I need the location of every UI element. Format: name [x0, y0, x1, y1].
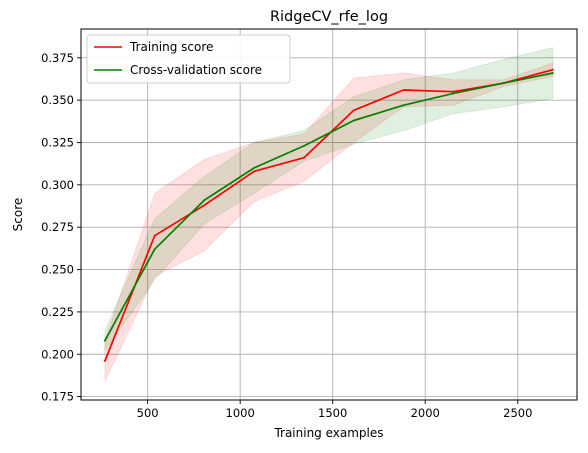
cross-validation-score-point [452, 92, 455, 95]
training-score-point [352, 109, 355, 112]
cross-validation-score-point [402, 104, 405, 107]
training-score-point [402, 89, 405, 91]
confidence-bands [104, 46, 554, 382]
grid [81, 29, 577, 400]
x-tick-label: 500 [137, 406, 159, 420]
cross-validation-score-point [153, 248, 156, 251]
cross-validation-score-line [104, 72, 554, 342]
y-tick-label: 0.375 [41, 51, 74, 65]
training-score-point [103, 360, 106, 362]
cross-validation-score-point [303, 144, 305, 147]
training-score-band [104, 62, 554, 382]
series-lines [103, 68, 554, 362]
legend: Training score Cross-validation score [86, 34, 291, 84]
training-score-point [153, 234, 156, 237]
y-tick-label: 0.250 [41, 263, 74, 277]
training-score-point [303, 156, 305, 159]
x-tick-label: 2000 [411, 406, 440, 420]
y-tick-label: 0.325 [41, 136, 74, 150]
cross-validation-score-point [253, 167, 256, 169]
legend-label-training: Training score [129, 40, 213, 54]
x-tick-label: 2500 [503, 406, 532, 420]
cross-validation-score-point [502, 82, 505, 85]
y-tick-label: 0.300 [41, 178, 74, 192]
y-tick-label: 0.200 [41, 347, 74, 361]
cross-validation-score-point [552, 72, 554, 74]
cross-validation-score-band [104, 46, 554, 353]
axes-frame [80, 28, 578, 401]
y-tick-label: 0.225 [41, 305, 74, 319]
x-tick-label: 1500 [318, 406, 347, 420]
cross-validation-score-point [352, 119, 355, 122]
legend-box [86, 34, 291, 84]
cross-validation-score-point [203, 199, 206, 202]
legend-label-cross-validation: Cross-validation score [130, 63, 262, 77]
y-tick-label: 0.275 [41, 220, 74, 234]
y-tick-label: 0.175 [41, 390, 74, 404]
training-score-point [253, 170, 256, 173]
x-axis-label: Training examples [273, 426, 383, 440]
training-score-point [203, 204, 206, 207]
training-score-point [552, 68, 554, 71]
training-score-point [452, 90, 455, 93]
cross-validation-score-point [103, 339, 106, 342]
x-tick-label: 1000 [226, 406, 255, 420]
y-axis-label: Score [11, 198, 25, 232]
axis-ticks: 500 1000 1500 2000 2500 0.175 0.200 0.225 0.250 0… [41, 51, 532, 420]
chart-title: RidgeCV_rfe_log [270, 9, 388, 25]
y-tick-label: 0.350 [41, 93, 74, 107]
